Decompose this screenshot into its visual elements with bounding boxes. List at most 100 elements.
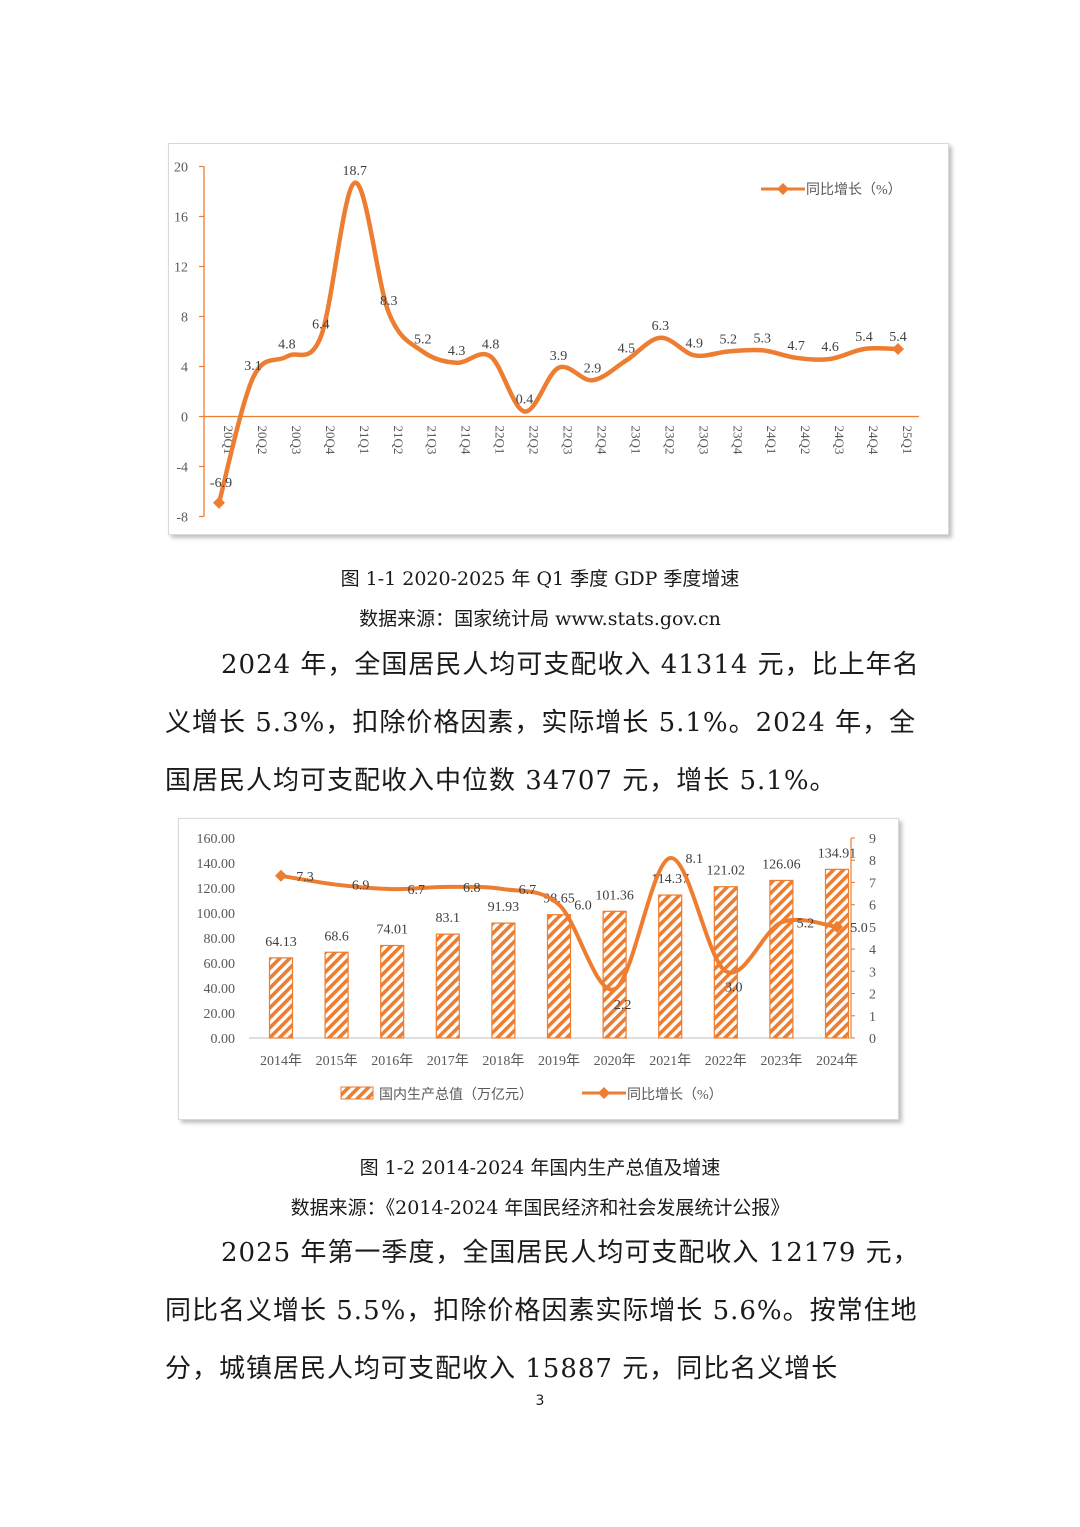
x-tick-label: 2019年 <box>538 1053 580 1069</box>
x-tick-label: 2014年 <box>260 1053 302 1069</box>
growth-marker <box>831 920 843 933</box>
data-label: 3.1 <box>244 359 262 374</box>
chart-2-svg: 160.00140.00120.00100.0080.0060.0040.002… <box>197 832 877 1103</box>
data-label: 4.7 <box>787 339 805 354</box>
page-number: 3 <box>535 1393 545 1409</box>
bar-value-label: 101.36 <box>595 888 634 903</box>
y-left-tick-label: 40.00 <box>204 982 236 997</box>
y-right-tick-label: 0 <box>869 1032 876 1047</box>
figure-2-caption: 图 1-2 2014-2024 年国内生产总值及增速 <box>359 1157 721 1179</box>
gdp-bar <box>324 951 349 1039</box>
data-label: 4.3 <box>448 344 466 359</box>
x-tick-label: 2015年 <box>316 1053 358 1069</box>
growth-label: 5.2 <box>797 916 815 931</box>
y-left-tick-label: 20.00 <box>204 1007 236 1022</box>
data-label: -6.9 <box>210 476 232 491</box>
y-left-tick-label: 80.00 <box>204 932 236 947</box>
x-tick-label: 21Q2 <box>391 426 406 455</box>
y-tick-label: 16 <box>174 211 188 226</box>
growth-label: 6.8 <box>463 881 481 896</box>
x-tick-label: 2020年 <box>594 1053 636 1069</box>
data-point-marker <box>213 496 225 509</box>
x-tick-label: 24Q4 <box>866 426 881 455</box>
bar-value-label: 68.6 <box>324 929 349 944</box>
x-tick-label: 24Q1 <box>764 426 779 455</box>
x-tick-label: 23Q4 <box>730 426 745 455</box>
data-label: 4.5 <box>618 341 636 356</box>
paragraph-income-2024: 2024 年，全国居民人均可支配收入 41314 元，比上年名义增长 5.3%，… <box>165 636 920 810</box>
y-tick-label: -8 <box>176 511 188 526</box>
x-tick-label: 21Q4 <box>459 426 474 455</box>
gdp-bar <box>268 957 294 1039</box>
y-right-tick-label: 7 <box>869 876 876 891</box>
growth-label: 3.0 <box>725 980 743 995</box>
data-label: 8.3 <box>380 294 398 309</box>
data-label: 5.4 <box>889 330 907 345</box>
x-tick-label: 25Q1 <box>900 426 915 455</box>
x-tick-label: 22Q2 <box>527 426 542 455</box>
y-right-tick-label: 8 <box>869 854 876 869</box>
y-right-tick-label: 9 <box>869 832 876 847</box>
y-right-tick-label: 2 <box>869 988 876 1003</box>
data-label: 0.4 <box>516 393 534 408</box>
x-tick-label: 20Q4 <box>323 426 338 455</box>
gdp-bar <box>491 922 516 1039</box>
data-label: 4.8 <box>482 338 500 353</box>
x-tick-label: 23Q1 <box>628 426 643 455</box>
growth-label: 6.7 <box>519 883 537 898</box>
x-tick-label: 24Q3 <box>832 426 847 455</box>
paragraph-text: 2024 年，全国居民人均可支配收入 41314 元，比上年名义增长 5.3%，… <box>165 650 920 796</box>
y-tick-label: 4 <box>181 361 188 376</box>
growth-label: 7.3 <box>296 870 314 885</box>
bar-value-label: 74.01 <box>376 922 408 937</box>
x-tick-label: 21Q3 <box>425 426 440 455</box>
data-label: 5.2 <box>414 333 432 348</box>
x-tick-label: 2018年 <box>482 1053 524 1069</box>
y-right-tick-label: 5 <box>869 921 876 936</box>
y-tick-label: 0 <box>181 411 188 426</box>
data-label: 5.2 <box>720 333 738 348</box>
gdp-bar <box>435 933 460 1039</box>
x-tick-label: 2022年 <box>705 1053 747 1069</box>
legend-label: 同比增长（%） <box>627 1087 723 1103</box>
x-tick-label: 23Q3 <box>696 426 711 455</box>
paragraph-text: 2025 年第一季度，全国居民人均可支配收入 12179 元，同比名义增长 5.… <box>165 1238 920 1384</box>
data-label: 5.4 <box>855 330 873 345</box>
y-left-tick-label: 60.00 <box>204 957 236 972</box>
x-tick-label: 2016年 <box>371 1053 413 1069</box>
gdp-bar <box>546 914 572 1039</box>
x-tick-label: 2017年 <box>427 1053 469 1069</box>
growth-label: 6.7 <box>407 883 425 898</box>
data-label: 4.6 <box>821 340 839 355</box>
data-label: 4.9 <box>686 336 704 351</box>
x-tick-label: 2024年 <box>816 1053 858 1069</box>
x-tick-label: 22Q4 <box>594 426 609 455</box>
y-left-tick-label: 120.00 <box>197 882 236 897</box>
figure-1-source: 数据来源：国家统计局 www.stats.gov.cn <box>359 608 721 630</box>
data-label: 6.4 <box>312 318 330 333</box>
growth-label: 2.2 <box>614 998 632 1013</box>
x-tick-label: 22Q1 <box>493 426 508 455</box>
y-left-tick-label: 100.00 <box>197 907 236 922</box>
data-label: 18.7 <box>343 164 368 179</box>
x-tick-label: 24Q2 <box>798 426 813 455</box>
data-label: 3.9 <box>550 349 568 364</box>
legend-marker-icon <box>777 183 789 195</box>
x-tick-label: 21Q1 <box>357 426 372 455</box>
y-tick-label: 8 <box>181 311 188 326</box>
bar-value-label: 91.93 <box>488 900 520 915</box>
bar-value-label: 64.13 <box>265 935 297 950</box>
growth-marker <box>275 869 287 882</box>
y-left-tick-label: 140.00 <box>197 857 236 872</box>
legend-bar-icon <box>340 1086 374 1100</box>
gdp-bar <box>824 868 850 1039</box>
x-tick-label: 23Q2 <box>662 426 677 455</box>
bar-value-label: 126.06 <box>762 857 801 872</box>
legend-marker-icon <box>598 1087 610 1099</box>
y-left-tick-label: 0.00 <box>211 1032 236 1047</box>
bar-value-label: 98.65 <box>543 892 575 907</box>
figure-1-caption: 图 1-1 2020-2025 年 Q1 季度 GDP 季度增速 <box>340 568 740 590</box>
x-tick-label: 2023年 <box>760 1053 802 1069</box>
growth-label: 5.0 <box>850 921 868 936</box>
